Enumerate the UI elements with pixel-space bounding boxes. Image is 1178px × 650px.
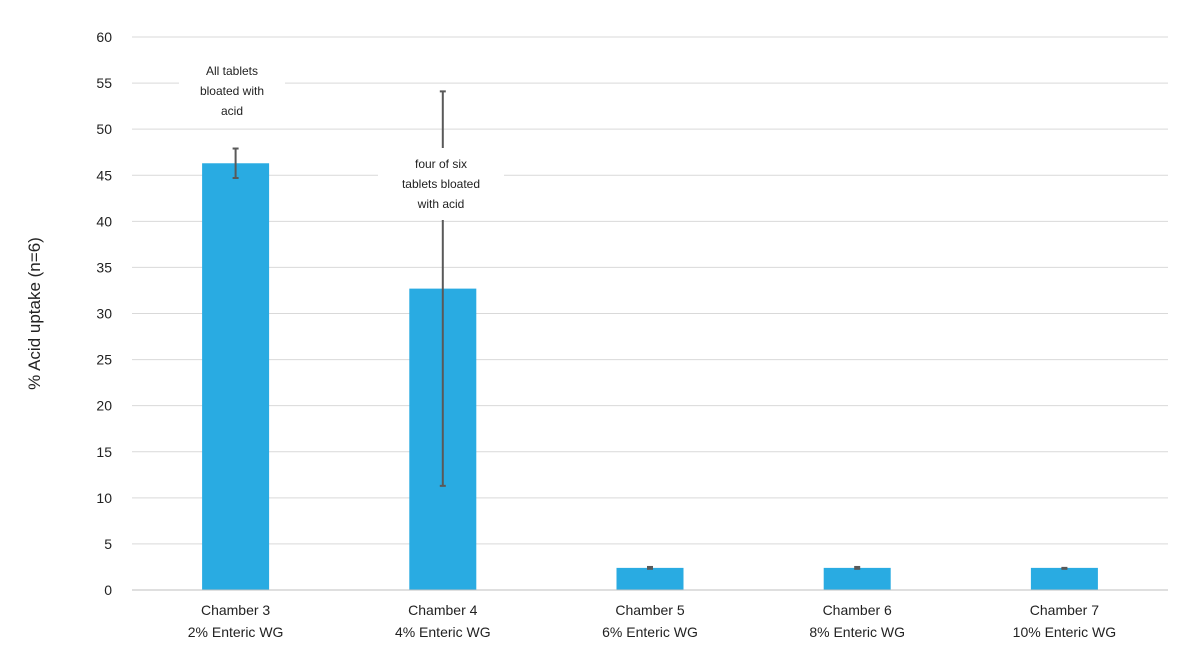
y-axis-tick-labels: 0 5 10 15 20 25 30 35 40 45 50 55 60 — [96, 29, 112, 598]
error-bar — [854, 565, 861, 570]
y-tick-label: 10 — [96, 490, 112, 506]
y-tick-label: 60 — [96, 29, 112, 45]
error-bar — [232, 147, 239, 180]
y-tick-label: 50 — [96, 121, 112, 137]
annotation-text: bloated with — [200, 84, 264, 98]
annotation-background — [179, 55, 285, 127]
error-bar — [1061, 566, 1068, 570]
bars — [202, 163, 1098, 591]
bar — [1030, 567, 1098, 590]
y-tick-label: 55 — [96, 75, 112, 91]
category-label: Chamber 3 — [201, 602, 270, 618]
category-label: Chamber 5 — [615, 602, 684, 618]
category-label: Chamber 7 — [1030, 602, 1099, 618]
category-label: 4% Enteric WG — [395, 624, 491, 640]
annotations: All tablets bloated with acid four of six ta… — [179, 55, 504, 220]
y-tick-label: 20 — [96, 398, 112, 414]
x-axis-category-labels: Chamber 3 2% Enteric WG Chamber 4 4% Enteri… — [188, 602, 1116, 640]
gridlines — [132, 36, 1168, 545]
y-tick-label: 30 — [96, 306, 112, 322]
category-label: 6% Enteric WG — [602, 624, 698, 640]
bar — [616, 567, 684, 590]
y-tick-label: 5 — [104, 536, 112, 552]
y-tick-label: 15 — [96, 444, 112, 460]
category-label: Chamber 6 — [823, 602, 892, 618]
y-tick-label: 45 — [96, 167, 112, 183]
annotation-text: acid — [221, 104, 243, 118]
annotation-box: four of six tablets bloated with acid — [378, 148, 504, 220]
y-tick-label: 0 — [104, 582, 112, 598]
annotation-text: four of six — [415, 157, 467, 171]
bar — [202, 163, 270, 591]
category-label: 8% Enteric WG — [809, 624, 905, 640]
annotation-background — [378, 148, 504, 220]
bar — [823, 567, 891, 590]
y-tick-label: 35 — [96, 259, 112, 275]
y-axis-label: % Acid uptake (n=6) — [25, 237, 44, 390]
annotation-text: with acid — [417, 197, 465, 211]
y-tick-label: 25 — [96, 352, 112, 368]
annotation-text: tablets bloated — [402, 177, 480, 191]
y-tick-label: 40 — [96, 213, 112, 229]
category-label: Chamber 4 — [408, 602, 477, 618]
category-label: 10% Enteric WG — [1013, 624, 1116, 640]
error-bar — [647, 565, 653, 570]
annotation-text: All tablets — [206, 64, 258, 78]
category-label: 2% Enteric WG — [188, 624, 284, 640]
annotation-box: All tablets bloated with acid — [179, 55, 285, 127]
